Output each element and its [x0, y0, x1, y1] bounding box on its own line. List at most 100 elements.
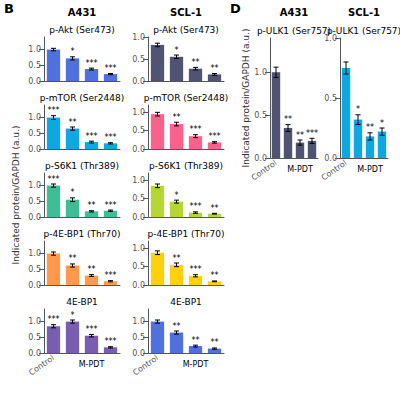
svg-text:p-4E-BP1 (Thr70): p-4E-BP1 (Thr70) [44, 229, 121, 239]
svg-text:p-4E-BP1 (Thr70): p-4E-BP1 (Thr70) [148, 229, 225, 239]
svg-text:0.5: 0.5 [132, 126, 145, 135]
svg-text:0.0: 0.0 [254, 154, 267, 163]
svg-text:**: ** [173, 322, 181, 331]
svg-text:M-PDT: M-PDT [183, 360, 209, 369]
svg-text:Indicated protein/GAPDH (a.u.): Indicated protein/GAPDH (a.u.) [241, 29, 251, 168]
svg-text:1.0: 1.0 [132, 108, 145, 117]
svg-text:0.0: 0.0 [28, 145, 41, 154]
svg-text:***: *** [209, 132, 221, 141]
svg-text:*: * [175, 191, 179, 200]
svg-text:0.0: 0.0 [28, 213, 41, 222]
svg-text:M-PDT: M-PDT [357, 165, 383, 174]
svg-text:0.5: 0.5 [254, 111, 267, 120]
svg-text:p-S6K1 (Thr389): p-S6K1 (Thr389) [149, 161, 223, 171]
svg-text:***: *** [190, 125, 202, 134]
svg-text:1.0: 1.0 [28, 181, 41, 190]
svg-text:**: ** [173, 254, 181, 263]
svg-text:***: *** [105, 337, 117, 346]
svg-text:1.0: 1.0 [132, 317, 145, 326]
svg-text:1.0: 1.0 [132, 176, 145, 185]
svg-text:A431: A431 [68, 7, 97, 18]
svg-text:0.5: 0.5 [324, 94, 337, 103]
svg-text:4E-BP1: 4E-BP1 [170, 297, 202, 307]
svg-text:***: *** [48, 106, 60, 115]
svg-text:A431: A431 [280, 7, 309, 18]
svg-text:**: ** [173, 113, 181, 122]
svg-text:**: ** [211, 64, 219, 73]
svg-text:**: ** [211, 204, 219, 213]
svg-text:*: * [175, 46, 179, 55]
svg-text:M-PDT: M-PDT [287, 165, 313, 174]
svg-text:*: * [380, 119, 384, 128]
svg-text:***: *** [105, 64, 117, 73]
svg-text:**: ** [69, 118, 77, 127]
svg-text:0.5: 0.5 [28, 265, 41, 274]
svg-text:0.5: 0.5 [132, 194, 145, 203]
svg-text:***: *** [86, 325, 98, 334]
svg-text:0.0: 0.0 [132, 145, 145, 154]
svg-text:p-Akt (Ser473): p-Akt (Ser473) [153, 25, 219, 35]
svg-text:0.0: 0.0 [28, 281, 41, 290]
svg-text:p-mTOR (Ser2448): p-mTOR (Ser2448) [40, 93, 124, 103]
svg-text:0.0: 0.0 [132, 213, 145, 222]
svg-text:1.0: 1.0 [324, 34, 337, 43]
svg-text:p-S6K1 (Thr389): p-S6K1 (Thr389) [45, 161, 119, 171]
svg-text:***: *** [190, 202, 202, 211]
svg-text:0.0: 0.0 [28, 349, 41, 358]
svg-text:**: ** [366, 123, 374, 132]
svg-text:D: D [230, 1, 241, 16]
svg-text:0.5: 0.5 [132, 333, 145, 342]
svg-text:**: ** [192, 336, 200, 345]
svg-text:***: *** [86, 132, 98, 141]
svg-text:1.0: 1.0 [132, 244, 145, 253]
svg-text:p-Akt (Ser473): p-Akt (Ser473) [49, 25, 115, 35]
svg-text:1.0: 1.0 [28, 113, 41, 122]
svg-text:**: ** [284, 115, 292, 124]
svg-text:Control: Control [27, 353, 56, 377]
svg-text:***: *** [306, 129, 318, 138]
svg-text:**: ** [88, 201, 96, 210]
svg-text:0.0: 0.0 [324, 154, 337, 163]
svg-text:p-ULK1 (Ser757): p-ULK1 (Ser757) [327, 26, 400, 36]
svg-text:SCL-1: SCL-1 [170, 7, 202, 18]
svg-text:4E-BP1: 4E-BP1 [66, 297, 98, 307]
svg-text:**: ** [211, 338, 219, 347]
svg-text:0.0: 0.0 [28, 77, 41, 86]
svg-text:SCL-1: SCL-1 [348, 7, 380, 18]
svg-text:1.0: 1.0 [28, 249, 41, 258]
svg-text:*: * [71, 311, 75, 320]
svg-text:**: ** [296, 131, 304, 140]
svg-text:B: B [4, 1, 14, 16]
svg-text:0.0: 0.0 [132, 77, 145, 86]
svg-text:0.5: 0.5 [132, 262, 145, 271]
svg-text:0.0: 0.0 [132, 349, 145, 358]
svg-text:***: *** [105, 201, 117, 210]
svg-text:Control: Control [250, 158, 279, 182]
svg-text:0.5: 0.5 [28, 129, 41, 138]
svg-text:1.0: 1.0 [28, 317, 41, 326]
svg-text:0.0: 0.0 [132, 281, 145, 290]
svg-text:**: ** [88, 265, 96, 274]
svg-text:1.0: 1.0 [254, 68, 267, 77]
svg-text:***: *** [105, 133, 117, 142]
svg-text:p-mTOR (Ser2448): p-mTOR (Ser2448) [144, 93, 228, 103]
svg-text:0.5: 0.5 [28, 333, 41, 342]
svg-text:Indicated protein/GAPDH (a.u.): Indicated protein/GAPDH (a.u.) [11, 126, 21, 265]
svg-text:***: *** [190, 265, 202, 274]
svg-text:M-PDT: M-PDT [79, 360, 105, 369]
svg-text:0.5: 0.5 [28, 197, 41, 206]
svg-text:**: ** [69, 254, 77, 263]
svg-text:p-ULK1 (Ser757): p-ULK1 (Ser757) [257, 26, 331, 36]
svg-text:***: *** [86, 59, 98, 68]
svg-text:*: * [356, 105, 360, 114]
svg-text:0.5: 0.5 [132, 55, 145, 64]
svg-text:*: * [71, 188, 75, 197]
svg-text:*: * [71, 47, 75, 56]
svg-text:1.0: 1.0 [132, 33, 145, 42]
svg-text:Control: Control [320, 158, 349, 182]
svg-text:Control: Control [131, 353, 160, 377]
svg-text:0.5: 0.5 [28, 61, 41, 70]
svg-text:***: *** [48, 315, 60, 324]
svg-text:**: ** [211, 271, 219, 280]
svg-text:**: ** [192, 58, 200, 67]
